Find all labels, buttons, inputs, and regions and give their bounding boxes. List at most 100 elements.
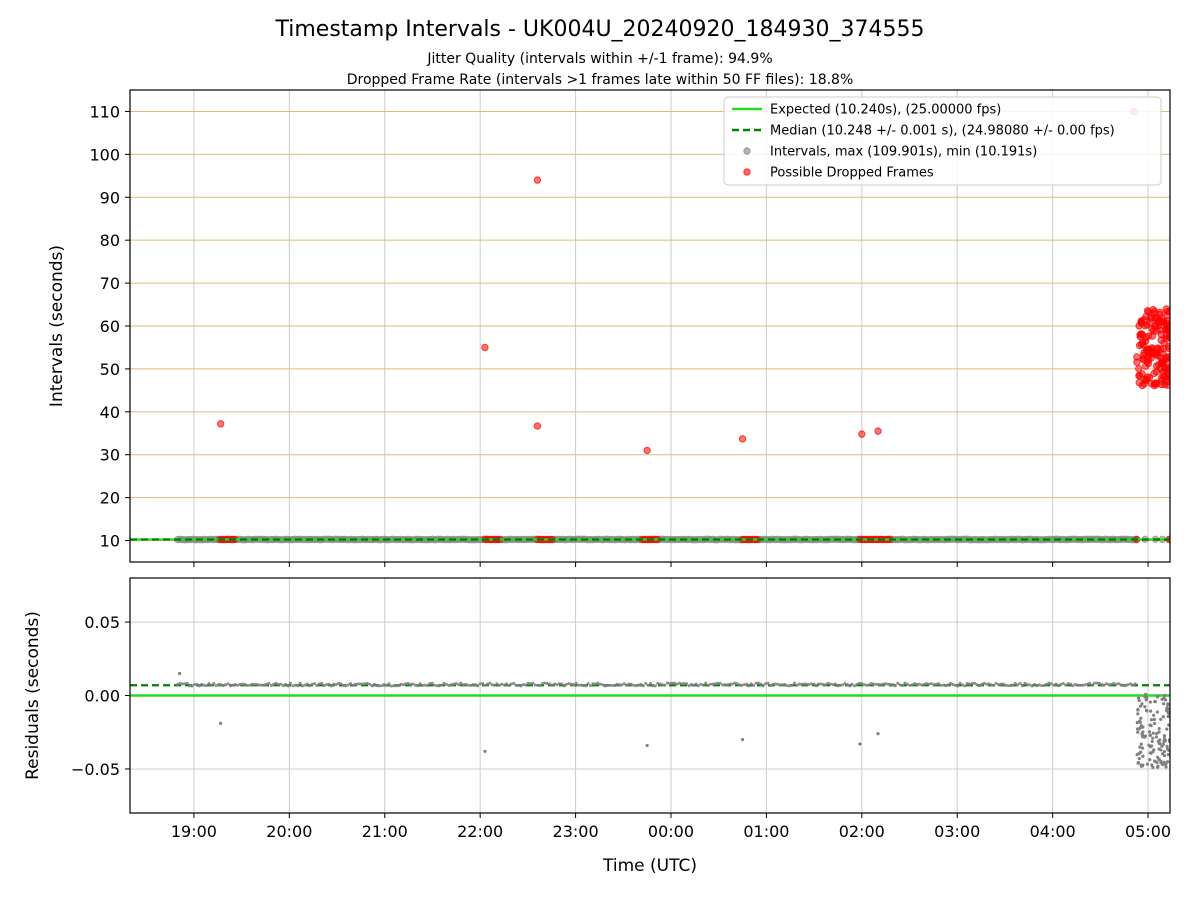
residual-point bbox=[183, 682, 187, 686]
residual-point bbox=[488, 681, 492, 685]
residual-point bbox=[757, 681, 761, 685]
residual-point bbox=[1049, 682, 1053, 686]
residual-point bbox=[658, 682, 662, 686]
residual-point bbox=[646, 683, 650, 687]
residual-point bbox=[689, 682, 693, 686]
residual-point bbox=[1141, 754, 1145, 758]
residual-point bbox=[1165, 760, 1170, 764]
residual-point bbox=[231, 683, 235, 687]
residual-point bbox=[1100, 683, 1104, 687]
residual-point bbox=[332, 682, 336, 686]
residual-point bbox=[747, 684, 751, 688]
residual-point bbox=[1126, 683, 1130, 687]
residual-point bbox=[670, 681, 674, 685]
dropped-frame-point bbox=[1154, 345, 1162, 353]
residual-point bbox=[853, 684, 857, 688]
residual-point bbox=[1105, 682, 1109, 686]
residual-point bbox=[1090, 683, 1094, 687]
residual-point bbox=[968, 682, 972, 686]
residual-point bbox=[269, 683, 273, 687]
residual-point bbox=[716, 681, 720, 685]
residual-point bbox=[1071, 684, 1075, 688]
residual-point bbox=[773, 682, 777, 686]
residual-point bbox=[956, 684, 960, 688]
residual-point bbox=[1137, 751, 1141, 756]
chart-subtitle-dropped: Dropped Frame Rate (intervals >1 frames … bbox=[347, 72, 854, 88]
residual-point bbox=[1165, 744, 1169, 748]
residual-point bbox=[245, 683, 249, 687]
residual-point bbox=[778, 683, 782, 687]
residual-point bbox=[598, 682, 602, 686]
residual-point bbox=[193, 683, 197, 687]
residual-point bbox=[740, 683, 744, 687]
residual-point bbox=[200, 682, 204, 686]
residual-point bbox=[1059, 682, 1063, 686]
residual-point bbox=[262, 683, 266, 687]
residual-point bbox=[344, 684, 348, 688]
time-x-tick-label: 01:00 bbox=[743, 822, 789, 841]
residual-point bbox=[1085, 682, 1089, 686]
residual-point bbox=[1161, 715, 1165, 719]
residual-point bbox=[423, 683, 427, 687]
residual-point bbox=[987, 682, 991, 686]
residual-point bbox=[728, 682, 732, 686]
residual-point bbox=[567, 682, 571, 686]
residual-point bbox=[613, 684, 617, 688]
dropped-frame-point bbox=[874, 427, 882, 435]
residual-point bbox=[656, 681, 660, 685]
residual-point bbox=[214, 684, 218, 688]
residual-point bbox=[464, 682, 468, 686]
residual-point bbox=[471, 683, 475, 687]
residual-point bbox=[529, 682, 533, 686]
residual-point bbox=[281, 684, 285, 688]
residual-point bbox=[838, 683, 842, 687]
residuals-y-tick-label: 0.05 bbox=[84, 613, 120, 632]
residual-point bbox=[341, 684, 345, 688]
residual-point bbox=[1102, 683, 1106, 687]
dropped-frame-point bbox=[1139, 341, 1148, 349]
residual-point bbox=[958, 681, 962, 685]
residual-point bbox=[620, 683, 624, 687]
residual-point bbox=[509, 682, 513, 686]
residual-point bbox=[452, 682, 456, 686]
dropped-frame-point bbox=[1144, 359, 1153, 368]
residual-point bbox=[512, 681, 516, 685]
dropped-frame-point bbox=[1154, 360, 1163, 369]
residual-point bbox=[315, 683, 319, 687]
residual-point bbox=[1009, 684, 1013, 688]
residual-point bbox=[1045, 682, 1049, 686]
residual-point bbox=[317, 682, 321, 686]
residual-point bbox=[197, 684, 201, 688]
residual-point bbox=[661, 683, 665, 687]
intervals-panel: 10 20 30 40 50 60 70 80 90 100 110 Intervals (seco… bbox=[47, 89, 1171, 567]
residual-point bbox=[603, 684, 607, 688]
residual-point bbox=[1033, 682, 1037, 686]
dropped-frame-point bbox=[1136, 332, 1144, 341]
residual-point bbox=[524, 683, 528, 687]
residual-point bbox=[629, 682, 633, 686]
residual-point bbox=[685, 682, 689, 686]
residual-point bbox=[1004, 683, 1008, 687]
residual-point bbox=[905, 682, 909, 686]
residual-point bbox=[373, 682, 377, 686]
residual-point bbox=[735, 682, 739, 686]
residual-point bbox=[389, 684, 393, 688]
intervals-y-tick-label: 90 bbox=[100, 188, 120, 207]
residual-point bbox=[301, 684, 305, 688]
residual-point bbox=[284, 682, 288, 686]
residual-point bbox=[1054, 682, 1058, 686]
residual-point bbox=[219, 721, 223, 726]
residual-point bbox=[1114, 682, 1118, 686]
residual-point bbox=[1148, 745, 1153, 749]
residual-point bbox=[1117, 682, 1121, 686]
residual-point bbox=[922, 682, 926, 686]
time-x-tick-label: 19:00 bbox=[171, 822, 217, 841]
residual-point bbox=[645, 743, 649, 748]
residual-point bbox=[541, 682, 545, 686]
residual-point bbox=[963, 684, 967, 688]
residual-point bbox=[694, 682, 698, 686]
residual-point bbox=[1136, 707, 1140, 712]
residual-point bbox=[632, 683, 636, 687]
residual-point bbox=[289, 681, 293, 685]
residual-point bbox=[325, 683, 329, 687]
